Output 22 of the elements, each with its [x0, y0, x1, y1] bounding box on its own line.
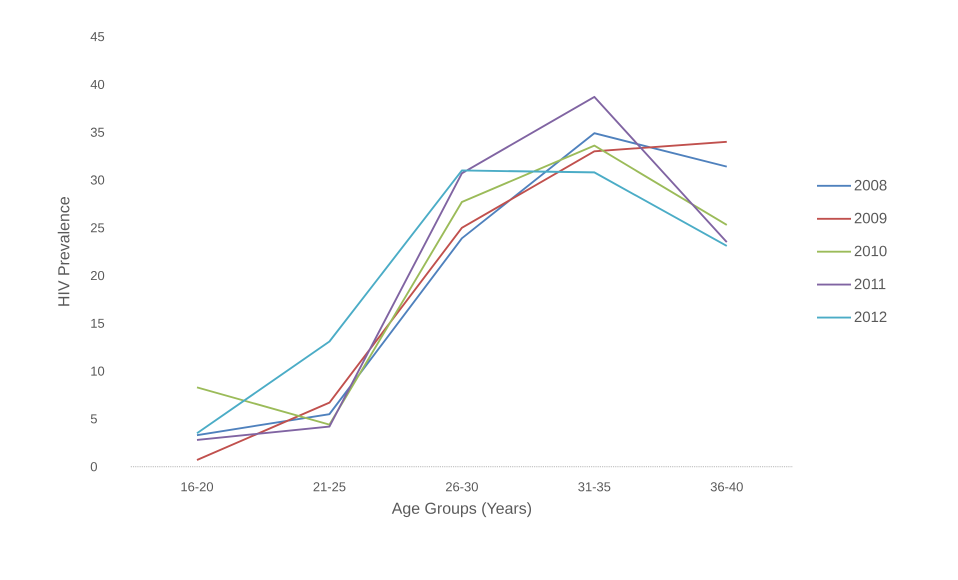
x-tick-label: 26-30 [446, 482, 478, 492]
legend-label: 2010 [854, 246, 887, 256]
y-tick-label: 10 [91, 366, 104, 376]
x-tick-label: 16-20 [181, 482, 214, 492]
y-tick-label: 30 [90, 175, 104, 185]
legend-label: 2009 [854, 212, 886, 224]
legend-label: 2008 [854, 180, 887, 190]
x-tick-label: 36-40 [710, 482, 743, 492]
y-tick-label: 15 [91, 318, 104, 328]
y-tick-label: 20 [90, 270, 104, 280]
x-tick-label: 31-35 [578, 482, 610, 492]
y-axis-title: HIV Prevalence [58, 197, 70, 306]
y-tick-label: 45 [90, 32, 104, 42]
y-tick-label: 0 [90, 462, 97, 472]
legend-label: 2011 [854, 278, 886, 290]
x-tick-label: 21-25 [314, 482, 346, 492]
y-tick-label: 5 [90, 414, 97, 424]
y-tick-label: 40 [90, 80, 104, 90]
y-tick-label: 25 [90, 223, 104, 232]
y-tick-label: 35 [90, 128, 104, 137]
legend-label: 2012 [854, 312, 886, 322]
x-axis-title: Age Groups (Years) [392, 502, 532, 518]
